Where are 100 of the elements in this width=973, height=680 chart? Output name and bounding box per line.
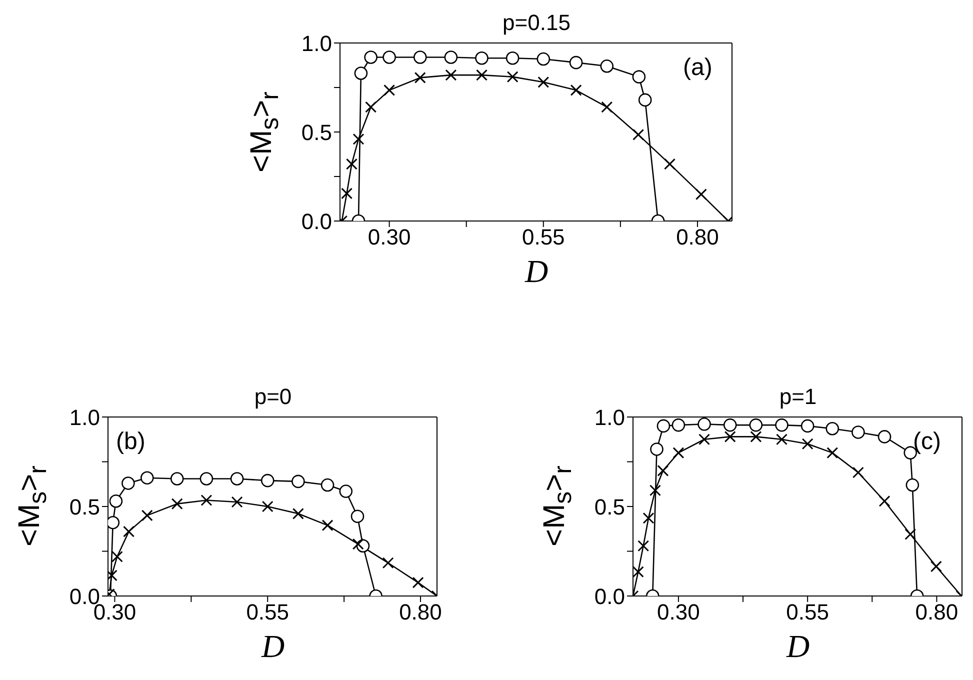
point	[906, 478, 920, 492]
x-tick-label: 0.55	[522, 224, 565, 250]
x-axis-title: D	[785, 628, 811, 665]
point	[444, 50, 458, 64]
point	[170, 472, 184, 486]
point	[698, 418, 711, 431]
point	[365, 101, 377, 113]
point	[292, 474, 305, 488]
point	[601, 101, 613, 113]
point	[826, 447, 838, 459]
y-tick-label: 1.0	[594, 404, 625, 430]
y-tick-label: 0.5	[301, 120, 332, 145]
point	[800, 419, 814, 433]
point	[200, 494, 212, 506]
annotation: (c)	[913, 428, 941, 456]
point	[171, 498, 183, 510]
point	[506, 71, 518, 83]
point	[698, 434, 710, 446]
point	[292, 508, 304, 520]
point	[878, 495, 890, 507]
point	[570, 84, 582, 96]
point	[776, 434, 788, 446]
y-tick-label: 0.5	[594, 494, 625, 520]
point	[657, 464, 669, 476]
point	[141, 510, 153, 522]
chart-title: p=0.15	[502, 10, 572, 36]
point	[632, 70, 646, 84]
point	[826, 422, 840, 436]
point	[445, 69, 457, 81]
point	[750, 430, 762, 442]
point	[695, 188, 707, 200]
point	[656, 419, 670, 433]
point	[413, 50, 427, 64]
x-tick-label: 0.55	[246, 600, 290, 625]
y-tick-label: 0.5	[69, 494, 100, 520]
point	[852, 426, 865, 439]
point	[109, 494, 123, 508]
point	[852, 466, 864, 478]
x-axis-title: D	[260, 628, 286, 665]
point	[749, 418, 763, 432]
point	[339, 484, 353, 498]
point	[638, 540, 650, 552]
annotation: (a)	[683, 54, 712, 82]
point	[111, 550, 123, 562]
point	[664, 158, 676, 170]
point	[538, 76, 550, 88]
point	[724, 430, 736, 442]
x-tick-label: 0.80	[676, 224, 719, 250]
point	[322, 520, 334, 532]
point	[536, 52, 550, 66]
point	[506, 51, 520, 65]
point	[341, 188, 353, 200]
point	[904, 528, 916, 540]
x-tick-label: 0.30	[368, 224, 411, 250]
point	[382, 50, 396, 64]
x-tick-label: 0.80	[399, 600, 442, 625]
point	[723, 418, 737, 432]
chart-title: p=0	[253, 384, 293, 410]
point	[930, 560, 942, 572]
x-axis-title: D	[524, 253, 550, 290]
y-tick-label: 1.0	[69, 404, 100, 430]
point	[412, 576, 424, 588]
point	[802, 438, 814, 450]
point	[638, 93, 652, 107]
annotation: (b)	[116, 428, 146, 456]
point	[632, 128, 644, 140]
x-tick-label: 0.80	[915, 600, 958, 625]
point	[354, 66, 368, 80]
point	[352, 538, 364, 550]
point	[649, 484, 661, 496]
point	[475, 51, 488, 65]
point	[672, 447, 684, 459]
point	[642, 512, 654, 524]
point	[260, 474, 274, 488]
point	[123, 526, 135, 538]
point	[384, 84, 396, 96]
point	[878, 430, 892, 444]
y-tick-label: 0.0	[301, 208, 332, 234]
point	[352, 133, 364, 145]
point	[231, 496, 243, 508]
x-tick-label: 0.30	[657, 600, 700, 625]
chart-title: p=1	[778, 384, 818, 410]
point	[600, 59, 614, 73]
point	[775, 418, 788, 432]
point	[230, 472, 244, 486]
y-tick-label: 0.0	[594, 584, 625, 609]
point	[382, 557, 394, 569]
point	[569, 56, 583, 70]
point	[633, 566, 644, 578]
point	[650, 442, 664, 456]
point	[122, 476, 135, 490]
x-tick-label: 0.55	[786, 600, 829, 625]
point	[320, 478, 334, 492]
point	[200, 472, 214, 486]
point	[346, 158, 358, 170]
point	[262, 500, 274, 512]
y-tick-label: 1.0	[301, 30, 332, 56]
point	[350, 510, 364, 523]
point	[414, 72, 426, 84]
point	[476, 69, 488, 81]
